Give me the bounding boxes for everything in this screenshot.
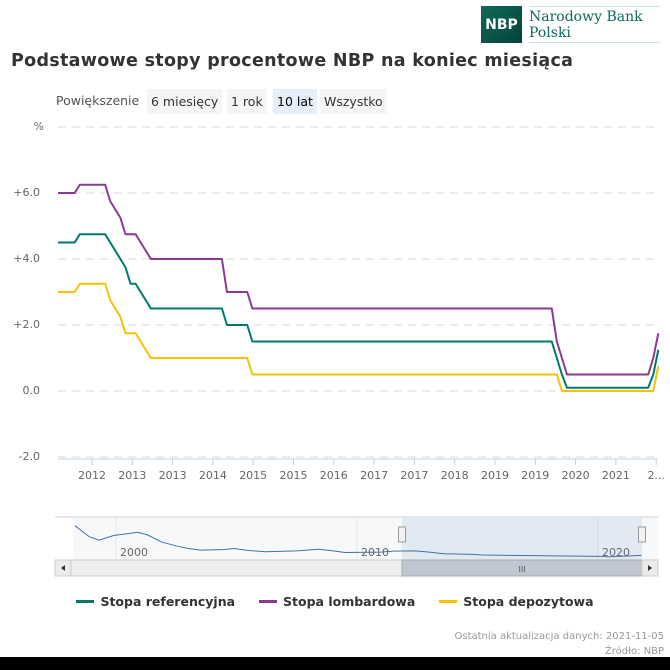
zoom-label: Powiększenie	[56, 93, 140, 108]
chart: -2.0 0.0 +2.0 +4.0 +6.0% 2012 2013 2013 2014 2015…	[13, 120, 665, 577]
source: Źródło: NBP	[604, 646, 664, 657]
x-tick-label: 2018	[441, 469, 469, 482]
x-tick-label: 2...	[647, 469, 665, 482]
y-tick-label: +2.0	[13, 318, 40, 331]
x-tick-label: 2019	[521, 469, 549, 482]
y-tick-label: +4.0	[13, 252, 40, 265]
x-tick-label: 2021	[602, 469, 630, 482]
arrow-left-icon	[61, 565, 65, 571]
legend-item-lombardowa[interactable]: Stopa lombardowa	[259, 594, 415, 609]
bottom-bar	[0, 657, 670, 670]
zoom-all-button[interactable]: Wszystko	[320, 89, 387, 114]
legend-label: Stopa lombardowa	[283, 594, 416, 609]
x-tick-label: 2020	[562, 469, 590, 482]
y-tick-label: -2.0	[19, 450, 40, 463]
logo-name: Narodowy Bank Polski	[529, 6, 660, 43]
navigator-series	[74, 525, 642, 558]
legend-item-depozytowa[interactable]: Stopa depozytowa	[439, 594, 594, 609]
legend-label: Stopa depozytowa	[463, 594, 594, 609]
last-update: Ostatnia aktualizacja danych: 2021-11-05	[454, 631, 664, 642]
series-line-2	[58, 282, 660, 392]
x-tick-label: 2019	[481, 469, 509, 482]
legend-label: Stopa referencyjna	[100, 594, 236, 609]
legend-swatch	[259, 600, 278, 603]
series-line-1	[58, 183, 660, 376]
logo-abbr: NBP	[485, 16, 518, 33]
nbp-logo: NBP	[481, 6, 522, 43]
navigator-tick-label: 2000	[120, 546, 148, 559]
x-tick-label: 2015	[280, 469, 308, 482]
x-tick-label: 2012	[78, 469, 106, 482]
y-tick-label: +6.0	[13, 186, 40, 199]
x-tick-label: 2017	[400, 469, 428, 482]
x-tick-label: 2014	[199, 469, 227, 482]
x-tick-label: 2013	[159, 469, 187, 482]
zoom-1y-button[interactable]: 1 rok	[227, 89, 267, 114]
legend-item-referencyjna[interactable]: Stopa referencyjna	[76, 594, 235, 609]
x-tick-label: 2015	[239, 469, 267, 482]
zoom-6m-button[interactable]: 6 miesięcy	[147, 89, 223, 114]
series-line-0	[58, 233, 660, 389]
legend-swatch	[76, 600, 95, 603]
legend-swatch	[439, 600, 458, 603]
legend: Stopa referencyjna Stopa lombardowa Stop…	[0, 594, 670, 609]
x-tick-label: 2016	[320, 469, 348, 482]
zoom-10y-button[interactable]: 10 lat	[273, 89, 317, 114]
arrow-right-icon	[648, 565, 652, 571]
navigator-background	[73, 518, 658, 560]
scrollbar-grip-icon: III	[518, 565, 525, 574]
navigator-handle[interactable]	[638, 526, 646, 543]
x-tick-label: 2013	[118, 469, 146, 482]
x-tick-label: 2017	[360, 469, 388, 482]
chart-title: Podstawowe stopy procentowe NBP na konie…	[11, 51, 574, 71]
navigator-handle[interactable]	[398, 526, 406, 543]
y-tick-label: %	[34, 120, 44, 133]
y-tick-label: 0.0	[23, 384, 41, 397]
navigator-selection	[402, 518, 642, 560]
